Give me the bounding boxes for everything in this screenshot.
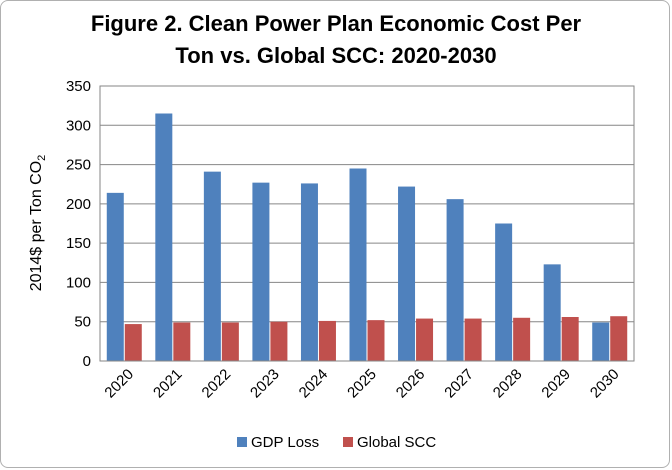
bar-gdp-loss-2025 xyxy=(349,168,367,361)
chart-title-line-2: Ton vs. Global SCC: 2020-2030 xyxy=(175,43,496,68)
y-axis-label-subscript: 2 xyxy=(36,155,48,161)
bar-gdp-loss-2021 xyxy=(155,113,173,361)
legend: GDP Loss Global SCC xyxy=(237,434,436,451)
x-tick-label: 2025 xyxy=(344,366,380,402)
bar-gdp-loss-2020 xyxy=(106,192,124,361)
legend-swatch xyxy=(343,437,353,447)
y-tick-labels: 0 50 100 150 200 250 300 350 xyxy=(66,78,91,370)
bar-global-scc-2027 xyxy=(464,318,482,361)
bars xyxy=(106,113,628,361)
x-tick-labels: 2020 2021 2022 2023 2024 2025 2026 2027 2028 2029… xyxy=(101,366,622,402)
bar-global-scc-2028 xyxy=(513,317,531,361)
y-tick-label: 350 xyxy=(66,78,91,95)
y-tick-label: 100 xyxy=(66,274,91,291)
x-tick-label: 2027 xyxy=(441,366,477,402)
bar-global-scc-2022 xyxy=(221,322,239,361)
x-tick-label: 2020 xyxy=(101,366,137,402)
bar-global-scc-2026 xyxy=(416,318,434,361)
y-axis-label: 2014$ per Ton CO2 xyxy=(28,155,48,292)
bar-gdp-loss-2030 xyxy=(592,322,610,361)
bar-gdp-loss-2029 xyxy=(543,264,561,361)
y-tick-label: 250 xyxy=(66,157,91,174)
bar-gdp-loss-2024 xyxy=(300,183,318,361)
y-tick-label: 200 xyxy=(66,196,91,213)
x-tick-label: 2022 xyxy=(199,366,235,402)
bar-gdp-loss-2023 xyxy=(252,182,270,361)
legend-label: GDP Loss xyxy=(251,434,319,451)
bar-global-scc-2030 xyxy=(610,316,628,361)
y-axis-label-text: 2014$ per Ton CO xyxy=(28,161,45,291)
bar-global-scc-2021 xyxy=(173,322,191,361)
x-tick-label: 2026 xyxy=(393,366,429,402)
y-tick-label: 50 xyxy=(74,314,91,331)
y-tick-label: 150 xyxy=(66,235,91,252)
bar-gdp-loss-2027 xyxy=(446,199,464,361)
bar-gdp-loss-2028 xyxy=(495,223,513,361)
bar-gdp-loss-2022 xyxy=(203,171,221,361)
legend-swatch xyxy=(237,437,247,447)
bar-global-scc-2029 xyxy=(561,317,579,361)
bar-global-scc-2023 xyxy=(270,321,288,361)
x-tick-label: 2029 xyxy=(538,366,574,402)
x-tick-label: 2023 xyxy=(247,366,283,402)
bar-global-scc-2025 xyxy=(367,320,385,361)
plot-area-border xyxy=(99,85,635,362)
x-tick-label: 2021 xyxy=(150,366,186,402)
legend-label: Global SCC xyxy=(357,434,436,451)
chart-title-line-1: Figure 2. Clean Power Plan Economic Cost… xyxy=(91,11,582,36)
x-tick-label: 2028 xyxy=(490,366,526,402)
x-tick-label: 2030 xyxy=(587,366,623,402)
bar-global-scc-2020 xyxy=(124,324,142,361)
bar-global-scc-2024 xyxy=(318,320,336,361)
bar-gdp-loss-2026 xyxy=(398,186,416,361)
x-tick-label: 2024 xyxy=(296,366,332,402)
y-tick-label: 0 xyxy=(83,353,91,370)
y-tick-label: 300 xyxy=(66,117,91,134)
